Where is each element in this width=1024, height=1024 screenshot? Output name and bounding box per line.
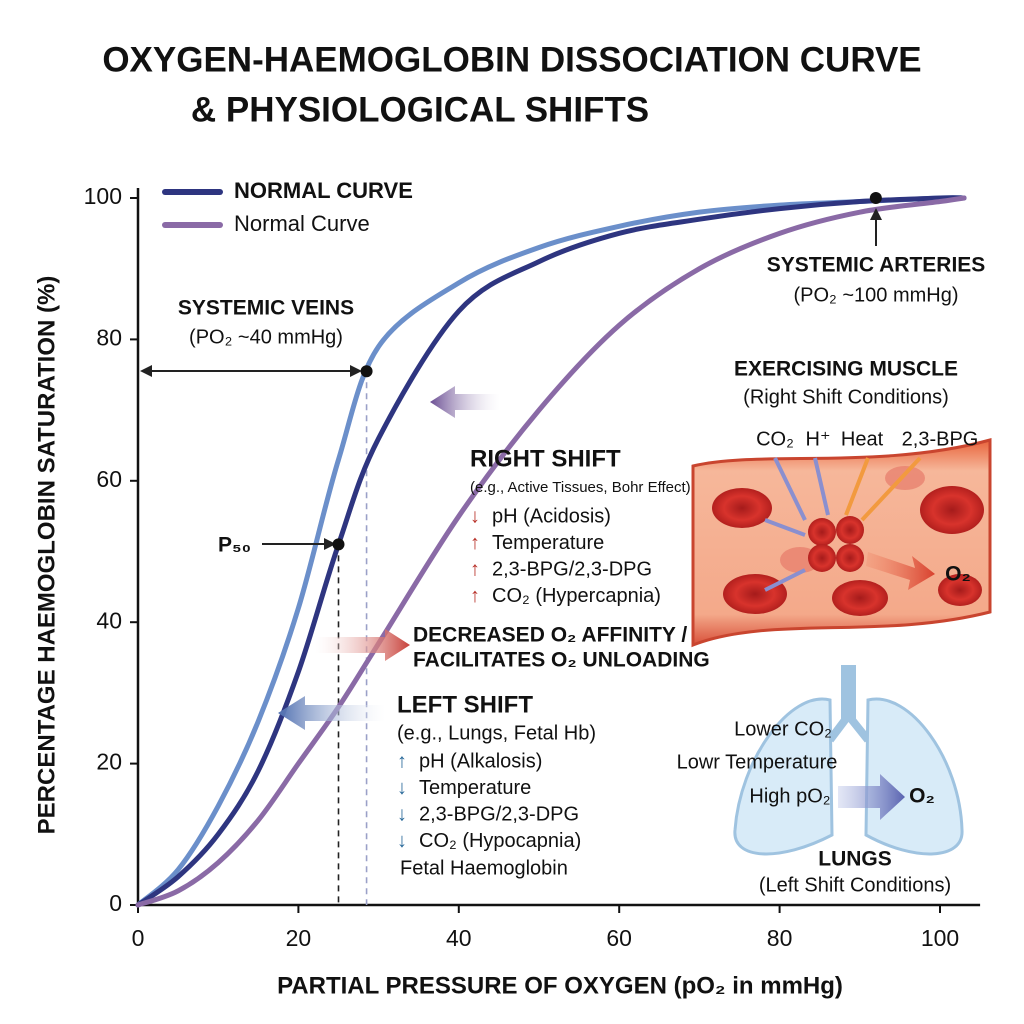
shift-arrow — [315, 629, 410, 661]
lungs-illustration — [733, 665, 964, 856]
muscle-title: EXERCISING MUSCLE — [734, 358, 958, 381]
x-tick-label: 60 — [606, 925, 632, 951]
lung-factor: High pO₂ — [749, 785, 830, 807]
y-axis-title: PERCENTAGE HAEMOGLOBIN SATURATION (%) — [33, 276, 60, 835]
axes: 0 20 40 60 80 100 0 20 40 60 80 100 — [84, 183, 981, 951]
muscle-factor: Heat — [841, 428, 884, 450]
y-tick-label: 60 — [96, 466, 122, 492]
shift-arrow-glyph: ↓ — [397, 830, 407, 852]
lung-factor: Lower CO₂ — [734, 718, 832, 740]
muscle-illustration — [691, 438, 992, 648]
annotation-arrow — [870, 208, 882, 220]
muscle-factor: H⁺ — [806, 428, 831, 450]
lungs-title: LUNGS — [818, 848, 892, 871]
point-marker — [869, 192, 882, 204]
y-tick-label: 40 — [96, 607, 122, 633]
muscle-o2: O₂ — [945, 563, 971, 586]
curve — [135, 195, 967, 908]
y-tick-label: 80 — [96, 324, 122, 350]
lung-o2: O₂ — [909, 785, 935, 808]
shift-item: 2,3-BPG/2,3-DPG — [492, 558, 652, 580]
annotation-detail: (PO₂ ~40 mmHg) — [189, 326, 343, 348]
annotation-label: SYSTEMIC VEINS — [178, 297, 354, 320]
shift-item: Temperature — [492, 532, 604, 554]
shift-arrow — [430, 386, 500, 418]
left-shift-title: LEFT SHIFT — [397, 691, 533, 718]
chart-title: & PHYSIOLOGICAL SHIFTS — [191, 90, 649, 129]
muscle-subtitle: (Right Shift Conditions) — [743, 386, 949, 408]
y-tick-label: 0 — [109, 890, 122, 916]
x-tick-label: 40 — [446, 925, 472, 951]
shift-item: pH (Alkalosis) — [419, 750, 542, 772]
shift-arrow-glyph: ↑ — [470, 532, 480, 554]
shift-item: CO₂ (Hypercapnia) — [492, 585, 661, 607]
left-shift-example: (e.g., Lungs, Fetal Hb) — [397, 722, 596, 744]
muscle-factor: 2,3-BPG — [902, 428, 979, 450]
point-marker — [332, 538, 345, 551]
chart-title: OXYGEN-HAEMOGLOBIN DISSOCIATION CURVE — [102, 40, 921, 79]
shift-item: CO₂ (Hypocapnia) — [419, 830, 581, 852]
x-tick-label: 0 — [132, 925, 145, 951]
shift-arrow-glyph: ↓ — [397, 803, 407, 825]
shift-arrow-glyph: ↑ — [397, 750, 407, 772]
shift-item: Temperature — [419, 777, 531, 799]
lungs-subtitle: (Left Shift Conditions) — [759, 874, 951, 896]
effect-label: FACILITATES O₂ UNLOADING — [413, 649, 710, 672]
left-shift-extra: Fetal Haemoglobin — [400, 857, 568, 879]
shift-arrow-glyph: ↓ — [397, 777, 407, 799]
right-shift-example: (e.g., Active Tissues, Bohr Effect) — [470, 479, 691, 496]
shift-item: pH (Acidosis) — [492, 505, 611, 527]
x-axis-title: PARTIAL PRESSURE OF OXYGEN (pO₂ in mmHg) — [277, 972, 843, 999]
x-tick-label: 80 — [767, 925, 793, 951]
annotation-label: P₅₀ — [218, 534, 251, 557]
shift-item: 2,3-BPG/2,3-DPG — [419, 803, 579, 825]
annotation-label: SYSTEMIC ARTERIES — [767, 254, 986, 277]
curve — [135, 195, 967, 908]
annotation-detail: (PO₂ ~100 mmHg) — [793, 284, 958, 306]
lung-factor: Lowr Temperature — [677, 751, 838, 773]
x-tick-label: 100 — [921, 925, 959, 951]
shift-arrow-glyph: ↑ — [470, 585, 480, 607]
right-shift-title: RIGHT SHIFT — [470, 445, 621, 472]
effect-label: DECREASED O₂ AFFINITY / — [413, 624, 687, 647]
shift-arrow-glyph: ↓ — [470, 505, 480, 527]
legend-label: Normal Curve — [234, 211, 370, 236]
y-tick-label: 100 — [84, 183, 122, 209]
annotation-arrow — [324, 538, 336, 550]
legend-label: NORMAL CURVE — [234, 178, 413, 203]
muscle-factor: CO₂ — [756, 428, 794, 450]
y-tick-label: 20 — [96, 749, 122, 775]
shift-arrow-glyph: ↑ — [470, 558, 480, 580]
x-tick-label: 20 — [286, 925, 312, 951]
point-marker — [360, 365, 373, 378]
shift-arrow — [278, 696, 385, 730]
